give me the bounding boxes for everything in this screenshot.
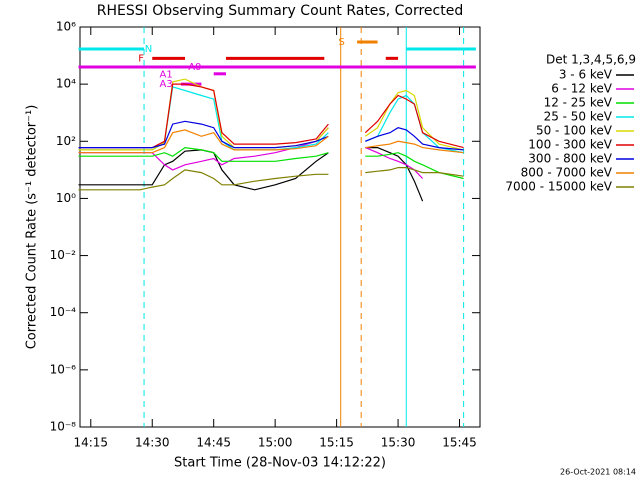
y-tick-label: 10⁴: [56, 77, 76, 91]
legend-label: 7000 - 15000 keV: [505, 180, 612, 194]
y-tick-label: 10⁻⁶: [50, 362, 77, 376]
legend-label: 300 - 800 keV: [528, 152, 612, 166]
legend-label: 12 - 25 keV: [544, 96, 613, 110]
footer: 26-Oct-2021 08:14: [560, 468, 636, 477]
x-tick-label: 15:00: [258, 436, 293, 450]
series-line: [78, 120, 329, 149]
x-tick-label: 15:45: [442, 436, 477, 450]
series-line: [365, 167, 464, 177]
series-line: [364, 94, 464, 149]
legend-label: 50 - 100 keV: [536, 124, 613, 138]
annotation: F: [138, 53, 144, 64]
x-tick-label: 15:15: [319, 436, 354, 450]
series-line: [78, 129, 329, 154]
legend-label: 800 - 7000 keV: [521, 166, 613, 180]
annotation: A0: [188, 62, 201, 73]
y-tick-label: 10⁻²: [50, 248, 77, 262]
legend-label: 25 - 50 keV: [544, 110, 613, 124]
legend-label: 3 - 6 keV: [559, 68, 613, 82]
x-tick-label: 14:45: [196, 436, 231, 450]
legend-label: 6 - 12 keV: [551, 82, 613, 96]
x-tick-label: 14:15: [73, 436, 108, 450]
series-line: [78, 169, 329, 191]
series-line: [365, 140, 464, 154]
plot-frame: [79, 26, 481, 428]
annotation: S: [338, 37, 344, 48]
y-tick-label: 10⁰: [56, 191, 76, 205]
annotation: N: [145, 44, 152, 55]
y-tick-label: 10⁶: [56, 20, 76, 34]
series-line: [365, 147, 424, 202]
y-tick-label: 10⁻⁴: [50, 305, 77, 319]
y-axis-label: Corrected Count Rate (s⁻¹ detector⁻¹): [25, 105, 40, 350]
x-tick-label: 14:30: [135, 436, 170, 450]
series-line: [365, 152, 464, 180]
x-tick-label: 15:30: [381, 436, 416, 450]
series-line: [365, 127, 464, 151]
legend-label: 100 - 300 keV: [528, 138, 612, 152]
x-axis-label: Start Time (28-Nov-03 14:12:22): [174, 456, 386, 471]
y-tick-label: 10²: [56, 134, 76, 148]
chart-title: RHESSI Observing Summary Count Rates, Co…: [97, 3, 463, 19]
series-line: [78, 146, 329, 162]
annotation: A3: [160, 79, 173, 90]
y-tick-label: 10⁻⁸: [50, 420, 77, 434]
annotation: A1: [160, 69, 173, 80]
legend-title: Det 1,3,4,5,6,9: [546, 53, 636, 67]
series-line: [365, 94, 464, 154]
